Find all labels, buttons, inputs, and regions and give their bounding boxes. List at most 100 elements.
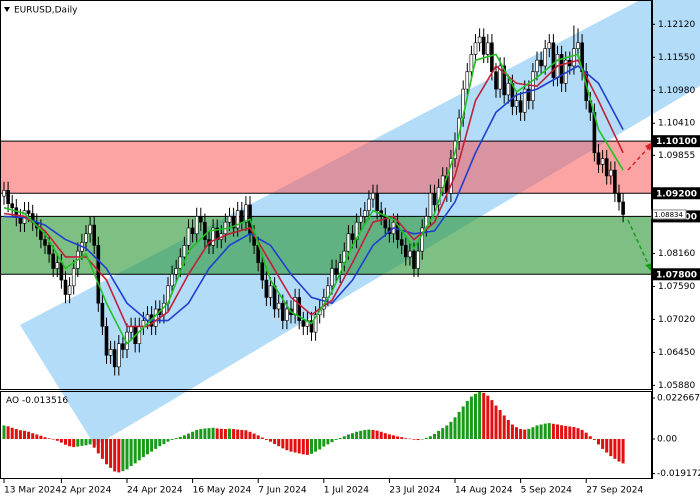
ao-bar — [379, 431, 383, 439]
ao-bar — [396, 436, 400, 439]
ao-bar — [68, 438, 72, 447]
ao-y-tick-label: 0.022667 — [657, 394, 700, 404]
candle-body — [367, 198, 371, 211]
ao-bar — [580, 429, 584, 439]
candle-body — [518, 100, 523, 113]
ao-bar — [375, 430, 379, 439]
ao-bar — [293, 438, 297, 453]
ao-bar — [236, 429, 240, 439]
ao-bar — [441, 428, 445, 439]
moving-average — [3, 59, 624, 328]
ao-bar — [506, 420, 510, 439]
candle-body — [199, 216, 203, 223]
candle-body — [285, 308, 289, 321]
x-tick-label: 23 Jul 2024 — [389, 486, 440, 496]
ao-bar — [621, 438, 625, 464]
ao-bar — [2, 425, 6, 439]
candle-body — [137, 326, 142, 345]
ao-bar — [129, 438, 133, 467]
ao-bar — [223, 429, 227, 439]
axes: 1.101001.092001.088001.078001.121201.115… — [3, 0, 700, 496]
ao-bar — [338, 438, 342, 439]
ao-bar — [47, 438, 51, 439]
ao-bar — [10, 427, 14, 439]
ao-bar — [314, 438, 318, 452]
ao-bar — [322, 438, 326, 447]
ao-bar — [445, 425, 449, 439]
candle-body — [153, 308, 158, 327]
candle-body — [182, 245, 187, 258]
ao-bar — [277, 438, 281, 447]
candle-body — [117, 343, 121, 368]
ao-bar — [125, 438, 129, 470]
candle-body — [211, 227, 215, 246]
ao-bar — [191, 431, 195, 439]
candle-body — [170, 273, 174, 287]
candle-body — [408, 250, 412, 258]
ao-bar — [355, 431, 359, 439]
y-tick-label: 1.06450 — [658, 348, 695, 358]
y-tick-label: 1.07020 — [658, 315, 695, 325]
ao-bar — [326, 438, 330, 445]
ao-bar — [469, 396, 473, 439]
ao-bar — [158, 438, 162, 447]
ao-bar — [178, 436, 182, 439]
candle-body — [350, 233, 355, 240]
ao-bar — [137, 438, 141, 461]
ao-bar — [100, 438, 104, 459]
candle-body — [535, 59, 539, 73]
ao-bar — [215, 428, 219, 439]
candle-body — [174, 268, 178, 275]
ao-bar — [605, 438, 609, 453]
candle-body — [71, 268, 76, 287]
ao-bar — [55, 438, 59, 441]
candle-body — [416, 250, 420, 269]
ao-bar — [527, 428, 531, 439]
zone — [1, 216, 652, 275]
y-tick-label: 1.08160 — [658, 249, 695, 259]
candle-body — [522, 88, 527, 113]
ao-bar — [264, 438, 268, 440]
ao-bar — [457, 411, 461, 439]
ao-bar — [383, 433, 387, 439]
ao-bar — [613, 438, 617, 459]
candle-body — [551, 42, 556, 78]
candle-body — [604, 158, 609, 177]
ao-bar — [416, 438, 420, 441]
ao-bar — [203, 428, 207, 439]
ao-bar — [346, 434, 350, 439]
ao-bar — [289, 438, 293, 452]
ao-bar — [494, 405, 498, 439]
ao-title: AO -0.013516 — [6, 396, 68, 406]
ao-bar — [84, 438, 88, 446]
candle-body — [313, 314, 318, 333]
candle-body — [301, 320, 306, 327]
candle-body — [280, 302, 285, 321]
ao-bar — [318, 438, 322, 450]
ao-bar — [523, 429, 527, 439]
ao-bar — [560, 425, 564, 439]
ao-bar — [576, 428, 580, 439]
ao-bar — [301, 438, 305, 455]
level-label-box — [652, 268, 700, 281]
y-tick-label: 1.12120 — [658, 20, 695, 30]
ao-bar — [363, 429, 367, 439]
zones — [1, 140, 652, 275]
ao-bar — [371, 429, 375, 439]
candle-body — [276, 302, 281, 310]
y-tick-label: 1.09855 — [658, 151, 695, 161]
y-tick-label: 1.10980 — [658, 86, 695, 96]
candle-body — [428, 192, 433, 217]
level-label: 1.10100 — [656, 137, 697, 147]
ao-y-tick-label: -0.019172 — [657, 469, 700, 479]
ao-bar — [109, 438, 113, 468]
candle-body — [235, 210, 240, 229]
ao-bar — [207, 428, 211, 439]
ao-bar — [519, 429, 523, 439]
ao-bar — [359, 430, 363, 439]
candle-body — [231, 216, 236, 229]
ao-bar — [498, 410, 502, 439]
ao-bar — [543, 423, 547, 439]
ao-bar — [195, 429, 199, 439]
ao-bar — [154, 438, 158, 449]
